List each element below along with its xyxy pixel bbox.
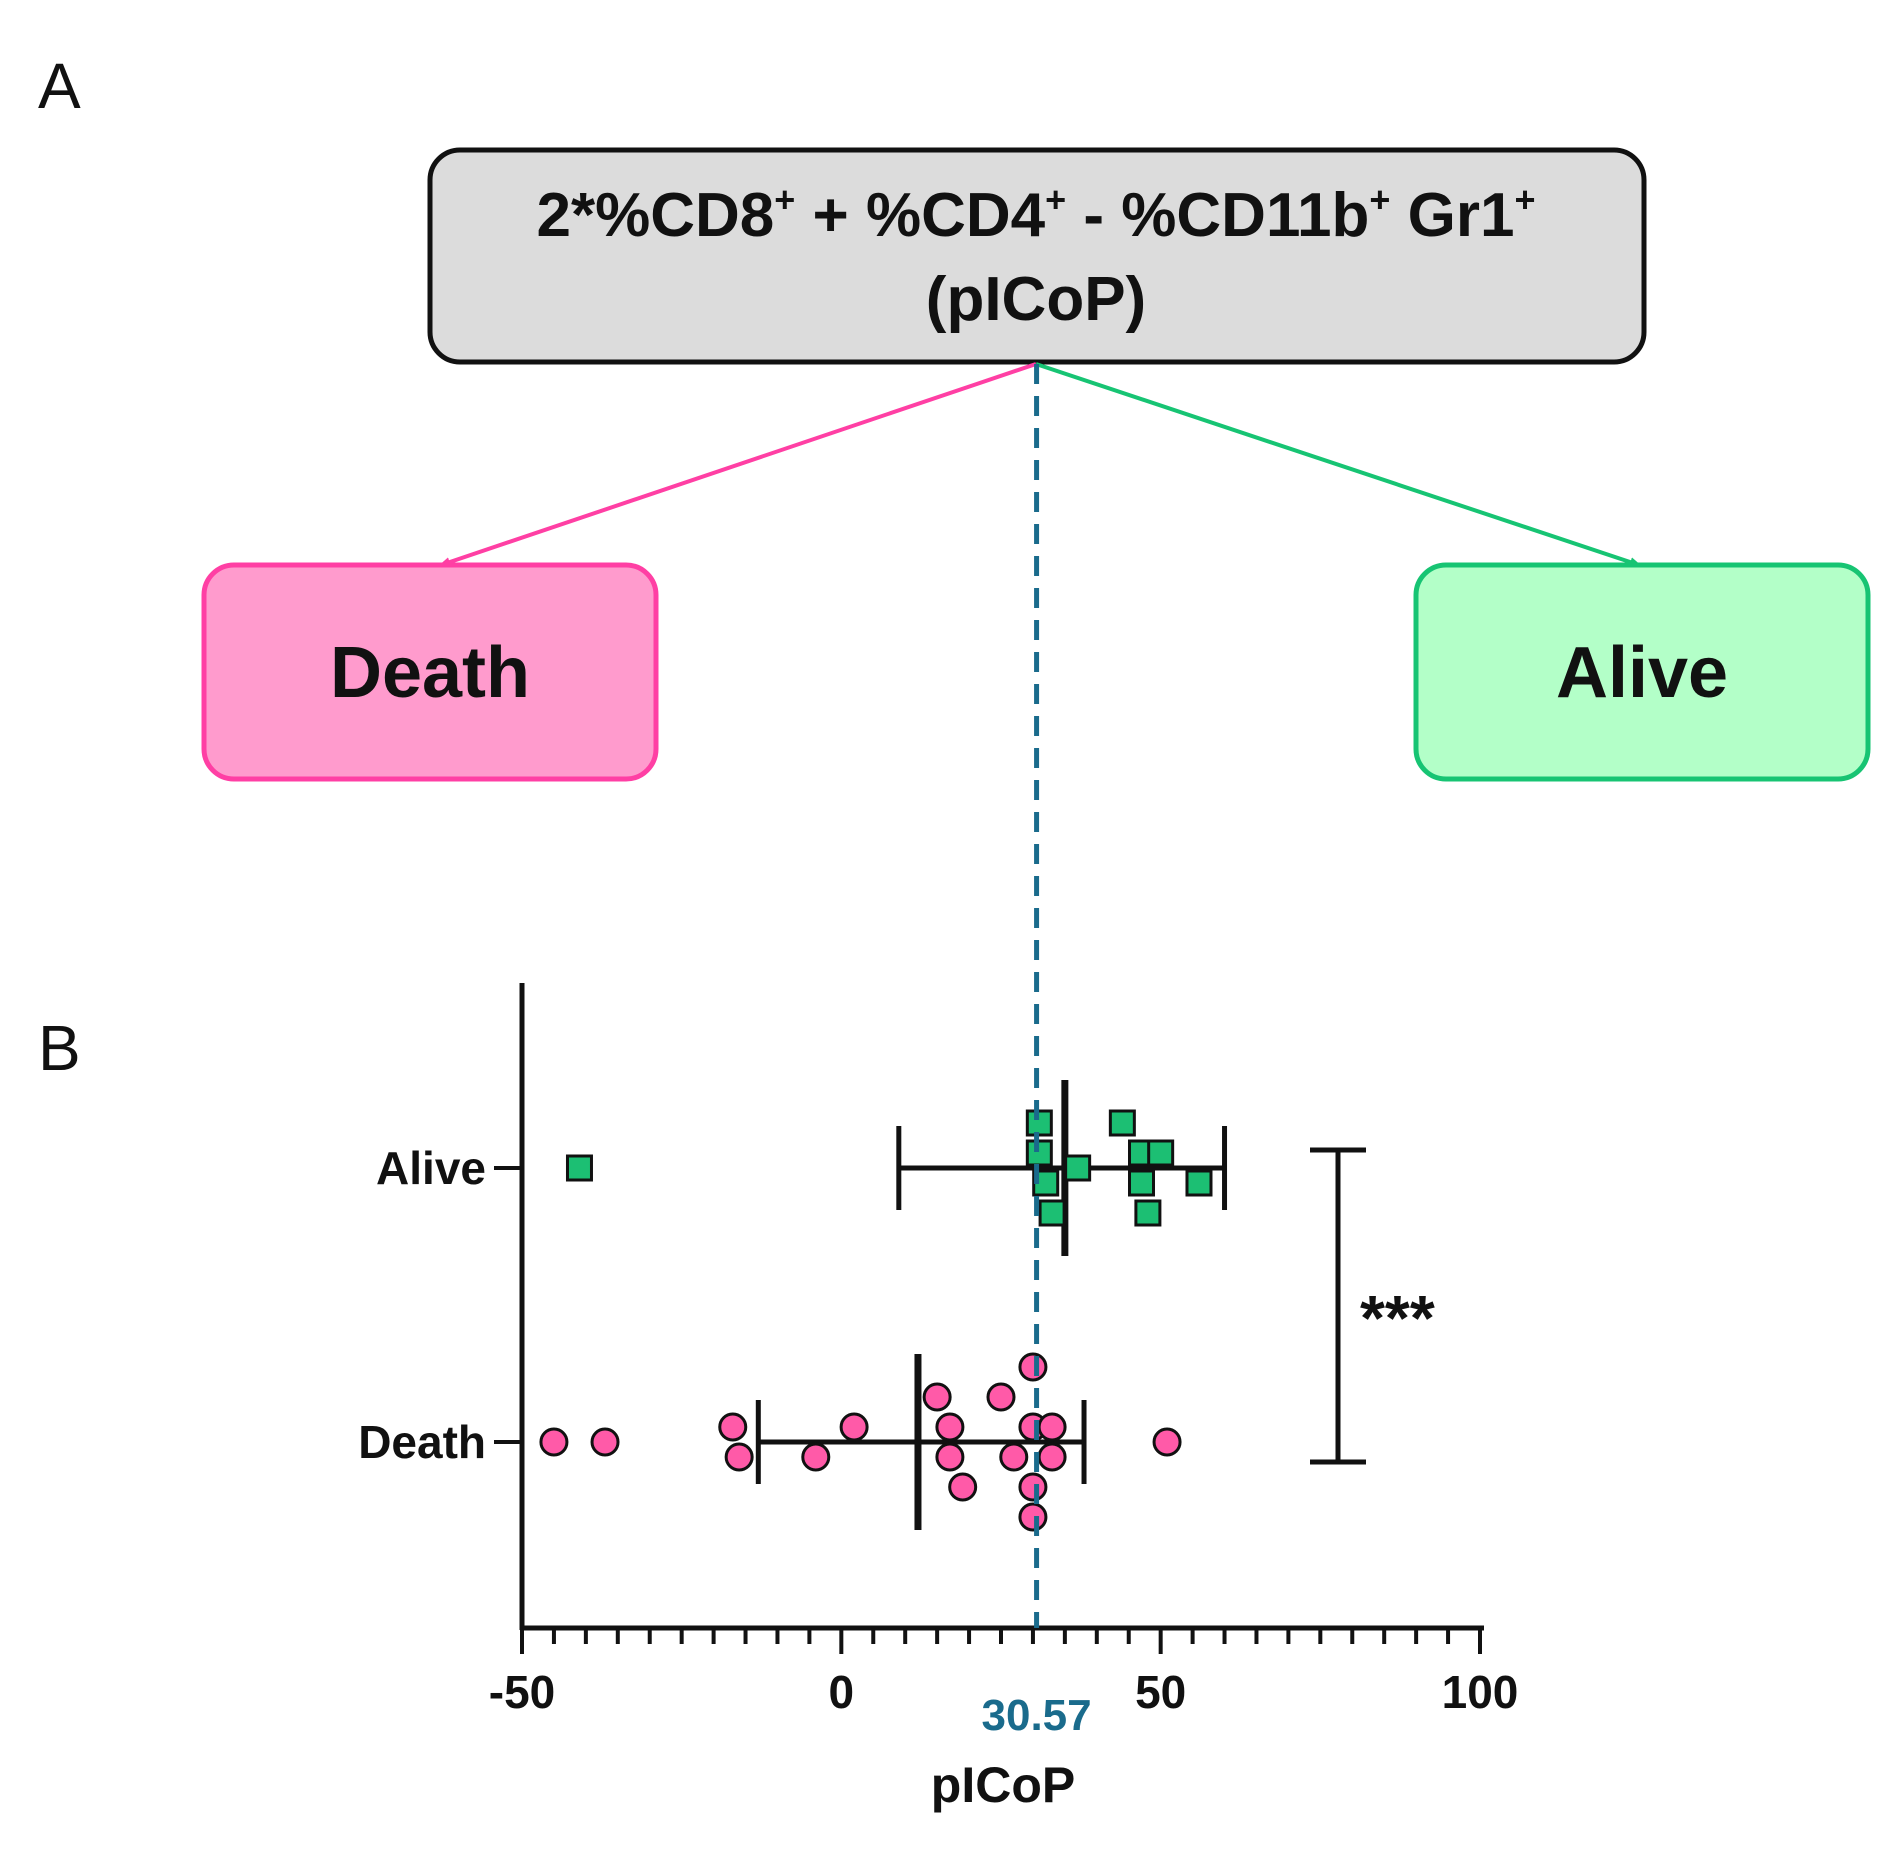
data-point-death [539,1427,569,1457]
data-point-death [986,1382,1016,1412]
x-axis-title: pICoP [931,1757,1075,1813]
x-axis-ticks: -50 0 50 100 [489,1628,1519,1718]
formula-sup-3: + [1369,179,1390,220]
data-point-death [1037,1412,1067,1442]
panel-b-label: B [38,1012,81,1084]
data-point-death [590,1427,620,1457]
alive-outcome-label: Alive [1556,633,1728,713]
formula-term-cd11b: - %CD11b [1066,181,1369,250]
data-point-alive [1147,1139,1175,1167]
data-point-death [935,1412,965,1442]
data-point-death [839,1412,869,1442]
formula-term-cd4: + %CD4 [795,181,1045,250]
x-tick-label: 50 [1135,1666,1186,1718]
formula-sup-4: + [1514,179,1535,220]
data-point-alive [1128,1169,1156,1197]
y-axis-categories: Alive Death [358,1142,522,1468]
data-point-death [1018,1352,1048,1382]
formula-term-gr1: Gr1 [1390,181,1514,250]
arrow-to-death [438,362,1037,567]
formula-sup-2: + [1045,179,1066,220]
scatter-plot: -50 0 50 100 Alive Death 30.57 *** pICoP [358,364,1518,1813]
data-points [539,1109,1213,1532]
data-point-alive [1064,1154,1092,1182]
data-point-alive [1185,1169,1213,1197]
data-point-death [1018,1472,1048,1502]
formula-box: 2*%CD8+ + %CD4+ - %CD11b+ Gr1+ (pICoP) [427,147,1647,365]
formula-term-cd8: 2*%CD8 [537,181,775,250]
panel-a-label: A [38,50,81,122]
data-point-death [922,1382,952,1412]
data-point-alive [1038,1199,1066,1227]
data-point-death [935,1442,965,1472]
death-outcome-box: Death [201,562,659,782]
formula-line1: 2*%CD8+ + %CD4+ - %CD11b+ Gr1+ [537,179,1536,250]
data-point-alive [1108,1109,1136,1137]
x-tick-label: -50 [489,1666,555,1718]
data-point-death [1037,1442,1067,1472]
data-point-death [1152,1427,1182,1457]
data-point-death [999,1442,1029,1472]
data-point-death [948,1472,978,1502]
formula-sup-1: + [774,179,795,220]
data-point-death [1018,1502,1048,1532]
threshold-label: 30.57 [982,1691,1092,1740]
data-point-death [801,1442,831,1472]
y-category-label: Death [358,1416,486,1468]
x-tick-label: 0 [829,1666,855,1718]
data-point-death [724,1442,754,1472]
arrow-to-alive [1035,362,1642,567]
death-outcome-label: Death [330,633,530,713]
formula-line2: (pICoP) [926,265,1146,334]
y-category-label: Alive [376,1142,486,1194]
x-tick-label: 100 [1442,1666,1519,1718]
alive-outcome-box: Alive [1413,562,1871,782]
data-point-death [718,1412,748,1442]
significance-label: *** [1360,1282,1435,1354]
data-point-alive [1134,1199,1162,1227]
significance-bracket: *** [1310,1147,1435,1465]
data-point-alive [1025,1109,1053,1137]
data-point-alive [565,1154,593,1182]
data-point-alive [1025,1139,1053,1167]
